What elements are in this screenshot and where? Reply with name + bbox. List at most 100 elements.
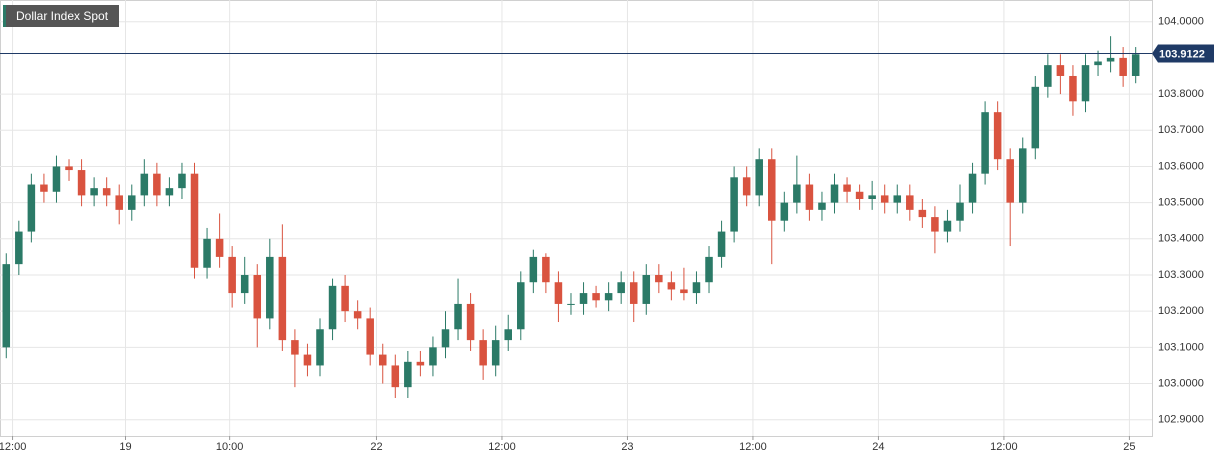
candle-body bbox=[918, 209, 927, 218]
candle-body bbox=[153, 173, 161, 196]
candle-body bbox=[579, 293, 588, 304]
candle-body bbox=[328, 285, 337, 330]
y-tick-label: 103.8000 bbox=[1158, 88, 1204, 100]
candle-body bbox=[1018, 148, 1027, 203]
candle-body bbox=[855, 191, 864, 200]
candle-body bbox=[617, 282, 625, 294]
candle-body bbox=[190, 173, 199, 268]
candle-body bbox=[667, 282, 676, 290]
candle-body bbox=[567, 303, 575, 305]
candle-body bbox=[303, 354, 312, 366]
candle-body bbox=[705, 256, 713, 283]
x-tick-label: 10:00 bbox=[216, 441, 244, 453]
candle-body bbox=[968, 173, 977, 203]
y-tick-label: 103.5000 bbox=[1158, 197, 1204, 209]
candle-body bbox=[52, 166, 61, 192]
candle-body bbox=[943, 220, 952, 232]
candle-body bbox=[15, 231, 23, 265]
candle-body bbox=[655, 274, 663, 283]
candle-body bbox=[504, 329, 512, 341]
y-tick-label: 104.0000 bbox=[1158, 16, 1204, 28]
y-tick-label: 103.0000 bbox=[1158, 377, 1204, 389]
candle-body bbox=[378, 354, 387, 366]
last-price-label: 103.9122 bbox=[1159, 48, 1205, 60]
x-tick-label: 12:00 bbox=[0, 441, 26, 453]
candle-body bbox=[1044, 65, 1052, 87]
candle-body bbox=[805, 184, 814, 210]
candle-body bbox=[441, 329, 450, 348]
candle-body bbox=[906, 195, 914, 210]
candle-body bbox=[253, 274, 262, 319]
candle-body bbox=[880, 195, 889, 203]
x-tick-label: 24 bbox=[872, 441, 884, 453]
candle-body bbox=[1081, 65, 1090, 102]
candle-body bbox=[140, 173, 149, 196]
candle-body bbox=[542, 256, 550, 283]
candle-body bbox=[228, 256, 236, 294]
candle-body bbox=[391, 365, 400, 388]
candle-body bbox=[215, 238, 224, 257]
candle-body bbox=[730, 177, 738, 232]
candle-body bbox=[90, 188, 98, 196]
x-tick-label: 19 bbox=[119, 441, 131, 453]
candle-body bbox=[742, 177, 751, 196]
y-tick-label: 103.7000 bbox=[1158, 124, 1204, 136]
candle-body bbox=[1131, 54, 1140, 76]
candle-body bbox=[466, 303, 475, 341]
y-tick-label: 103.1000 bbox=[1158, 341, 1204, 353]
candle-body bbox=[1106, 57, 1115, 62]
x-tick-label: 12:00 bbox=[739, 441, 767, 453]
candle-body bbox=[717, 231, 726, 257]
candle-body bbox=[178, 173, 186, 189]
candle-body bbox=[240, 274, 249, 294]
candle-body bbox=[843, 184, 851, 192]
candle-body bbox=[341, 285, 349, 312]
candle-body bbox=[780, 202, 789, 221]
candle-body bbox=[692, 282, 701, 294]
candle-body bbox=[291, 340, 299, 355]
candle-body bbox=[793, 184, 801, 203]
candle-body bbox=[1094, 61, 1102, 66]
candle-body bbox=[40, 184, 48, 192]
y-tick-label: 103.4000 bbox=[1158, 233, 1204, 245]
candle-body bbox=[429, 347, 437, 366]
chart-title: Dollar Index Spot bbox=[16, 9, 109, 23]
candle-body bbox=[353, 311, 362, 319]
title-accent bbox=[3, 5, 6, 27]
candle-body bbox=[642, 274, 651, 304]
y-tick-label: 103.6000 bbox=[1158, 160, 1204, 172]
x-tick-label: 12:00 bbox=[488, 441, 516, 453]
x-tick-label: 22 bbox=[370, 441, 382, 453]
x-tick-label: 12:00 bbox=[990, 441, 1018, 453]
candle-body bbox=[680, 289, 688, 294]
candle-body bbox=[266, 256, 274, 319]
candle-body bbox=[203, 238, 211, 268]
x-tick-label: 25 bbox=[1123, 441, 1135, 453]
candle-body bbox=[278, 256, 287, 341]
candle-body bbox=[115, 195, 123, 210]
candle-body bbox=[65, 166, 73, 171]
candle-body bbox=[1056, 65, 1065, 76]
y-tick-label: 102.9000 bbox=[1158, 414, 1204, 426]
candle-body bbox=[404, 361, 412, 388]
x-tick-label: 23 bbox=[621, 441, 633, 453]
candle-body bbox=[77, 170, 86, 196]
candle-body bbox=[102, 188, 111, 196]
candle-body bbox=[165, 188, 174, 196]
candle-body bbox=[366, 318, 374, 355]
candle-body bbox=[755, 159, 763, 196]
candle-body bbox=[629, 282, 638, 304]
candle-body bbox=[993, 112, 1002, 160]
candle-body bbox=[1069, 75, 1077, 102]
candle-body bbox=[956, 202, 964, 221]
candle-body bbox=[981, 112, 989, 174]
candle-body bbox=[1119, 57, 1127, 76]
candle-body bbox=[768, 159, 776, 221]
candle-body bbox=[830, 184, 839, 203]
candle-body bbox=[416, 361, 425, 366]
candle-body bbox=[592, 293, 600, 301]
candle-body bbox=[454, 303, 462, 330]
candle-body bbox=[27, 184, 36, 232]
